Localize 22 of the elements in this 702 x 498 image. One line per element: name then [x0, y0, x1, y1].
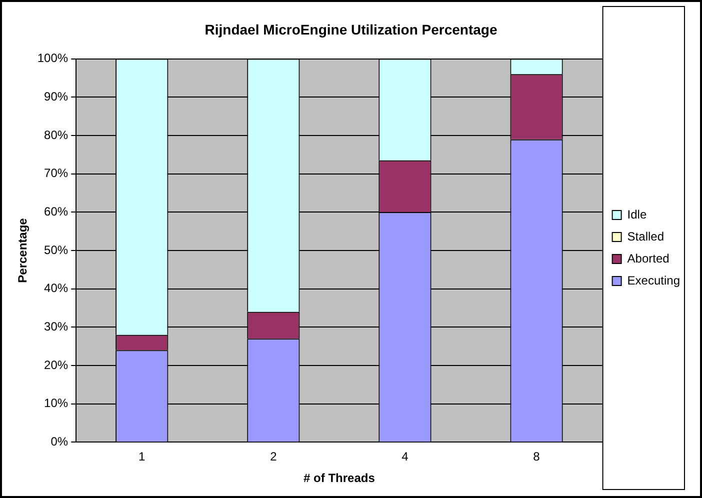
y-tick-label: 0%	[50, 434, 68, 449]
x-tick-label: 1	[138, 450, 146, 464]
y-tick-label: 20%	[44, 358, 68, 372]
legend-label: Idle	[627, 207, 647, 222]
y-tick-label: 50%	[44, 242, 68, 257]
y-tick-label: 100%	[37, 51, 68, 66]
x-tick-label: 2	[270, 450, 278, 464]
x-tick-label: 4	[402, 450, 409, 464]
y-tick-label: 80%	[44, 128, 68, 142]
legend-label: Stalled	[627, 229, 664, 244]
chart-title: Rijndael MicroEngine Utilization Percentage	[204, 21, 498, 38]
legend-label: Executing	[627, 273, 680, 288]
y-axis-title: Percentage	[16, 218, 30, 283]
y-tick-label: 60%	[44, 204, 68, 218]
x-tick-label: 8	[533, 450, 540, 464]
y-tick-label: 90%	[44, 89, 68, 104]
y-tick-label: 40%	[44, 281, 68, 296]
legend-label: Aborted	[627, 251, 670, 266]
x-axis-title: # of Threads	[304, 471, 376, 486]
y-tick-label: 10%	[44, 396, 68, 410]
y-tick-label: 30%	[44, 319, 68, 334]
y-tick-label: 70%	[44, 166, 68, 180]
